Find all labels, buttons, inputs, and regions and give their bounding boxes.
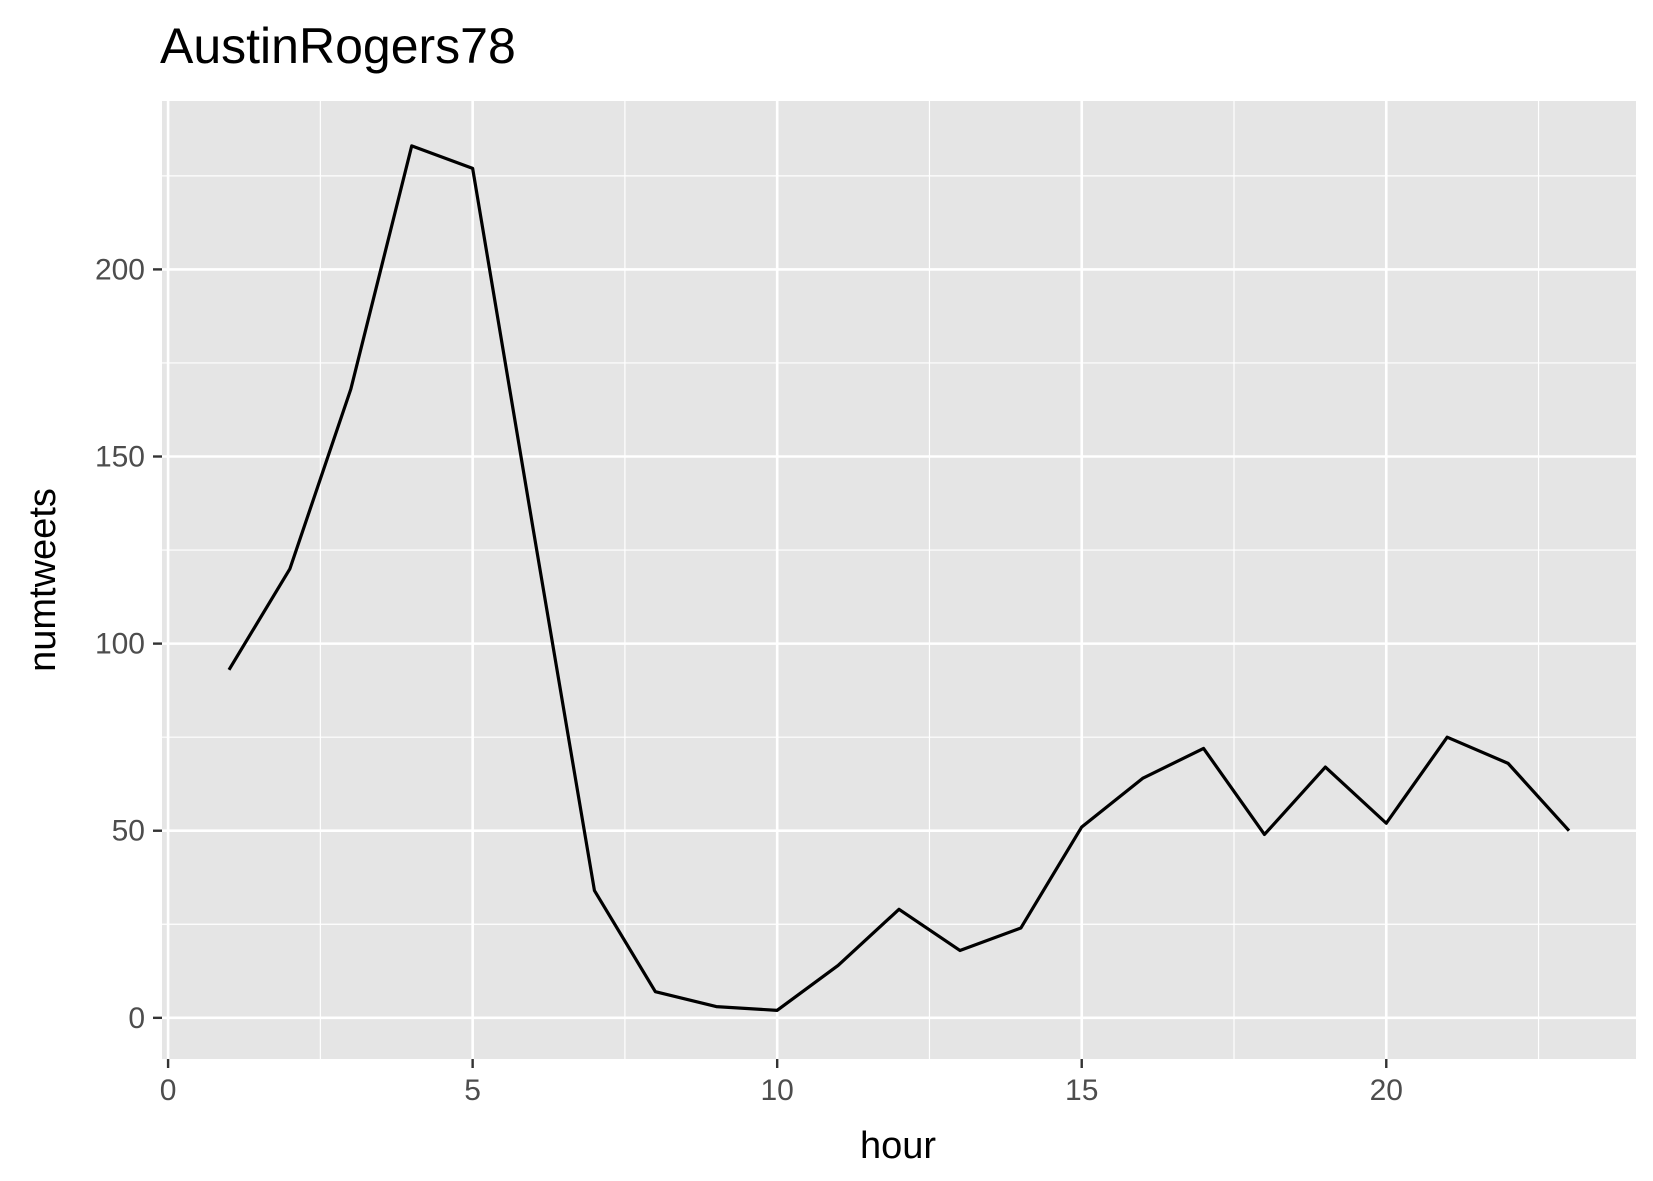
x-axis-title: hour: [860, 1125, 936, 1167]
y-axis-title: numtweets: [22, 488, 64, 672]
y-tick-label: 100: [95, 628, 145, 661]
minor-gridlines: [162, 101, 1636, 1059]
x-tick-label: 5: [464, 1074, 481, 1107]
x-tick-label: 10: [760, 1074, 793, 1107]
x-tick-label: 20: [1370, 1074, 1403, 1107]
chart-title: AustinRogers78: [160, 18, 516, 74]
y-tick-label: 150: [95, 441, 145, 474]
series-layer: [227, 144, 1571, 1012]
plot-panel: [162, 101, 1636, 1059]
y-axis: 0 50 100 150 200: [95, 253, 162, 1035]
x-tick-label: 0: [160, 1074, 177, 1107]
x-axis: 0 5 10 15 20: [160, 1059, 1403, 1107]
major-gridlines: [162, 101, 1636, 1059]
y-tick-label: 50: [112, 815, 145, 848]
y-tick-label: 200: [95, 253, 145, 286]
x-tick-label: 15: [1065, 1074, 1098, 1107]
y-tick-label: 0: [128, 1002, 145, 1035]
series-line: [227, 144, 1571, 1012]
